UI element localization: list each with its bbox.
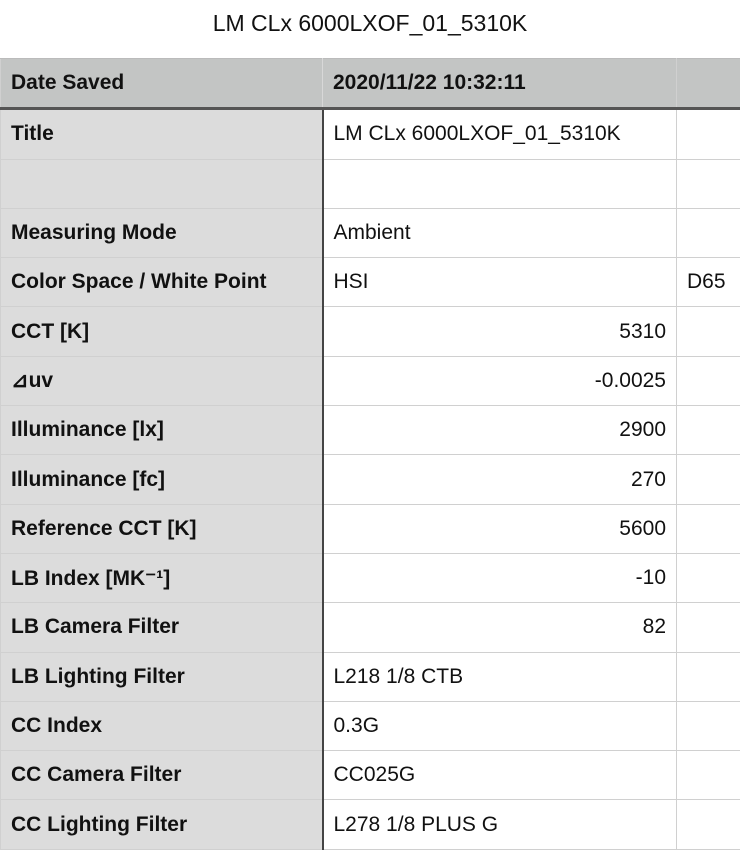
header-label[interactable]: Date Saved	[1, 59, 323, 109]
row-label[interactable]	[1, 159, 323, 208]
row-extra[interactable]	[677, 701, 740, 750]
row-value[interactable]: LM CLx 6000LXOF_01_5310K	[323, 109, 677, 159]
row-value[interactable]: HSI	[323, 258, 677, 307]
row-label[interactable]: LB Index [MK⁻¹]	[1, 553, 323, 602]
sheet-title: LM CLx 6000LXOF_01_5310K	[0, 0, 740, 48]
row-value[interactable]: L218 1/8 CTB	[323, 652, 677, 701]
row-label[interactable]: Measuring Mode	[1, 208, 323, 257]
row-label[interactable]: Title	[1, 109, 323, 159]
row-label[interactable]: Illuminance [fc]	[1, 455, 323, 504]
row-extra[interactable]	[677, 504, 740, 553]
row-extra[interactable]	[677, 800, 740, 849]
table-row: Illuminance [fc]270	[1, 455, 740, 504]
row-value[interactable]: Ambient	[323, 208, 677, 257]
row-extra[interactable]	[677, 208, 740, 257]
row-label[interactable]: LB Lighting Filter	[1, 652, 323, 701]
row-value[interactable]: -10	[323, 553, 677, 602]
row-extra[interactable]	[677, 159, 740, 208]
row-value[interactable]	[323, 159, 677, 208]
row-label[interactable]: LB Camera Filter	[1, 603, 323, 652]
row-extra[interactable]	[677, 455, 740, 504]
row-value[interactable]: -0.0025	[323, 356, 677, 405]
table-row: Illuminance [lx]2900	[1, 406, 740, 455]
table-row: Reference CCT [K]5600	[1, 504, 740, 553]
row-value[interactable]: 5310	[323, 307, 677, 356]
row-label[interactable]: CC Lighting Filter	[1, 800, 323, 849]
table-row: LB Index [MK⁻¹]-10	[1, 553, 740, 602]
row-label[interactable]: CC Index	[1, 701, 323, 750]
row-extra[interactable]	[677, 406, 740, 455]
header-row: Date Saved 2020/11/22 10:32:11	[1, 59, 740, 109]
row-label[interactable]: ⊿uv	[1, 356, 323, 405]
table-row: ⊿uv-0.0025	[1, 356, 740, 405]
row-extra[interactable]	[677, 307, 740, 356]
header-extra[interactable]	[677, 59, 740, 109]
row-label[interactable]: CC Camera Filter	[1, 751, 323, 800]
row-value[interactable]: 2900	[323, 406, 677, 455]
row-label[interactable]: Color Space / White Point	[1, 258, 323, 307]
row-label[interactable]: Reference CCT [K]	[1, 504, 323, 553]
row-value[interactable]: CC025G	[323, 751, 677, 800]
row-label[interactable]: CCT [K]	[1, 307, 323, 356]
row-label[interactable]: Illuminance [lx]	[1, 406, 323, 455]
header-value[interactable]: 2020/11/22 10:32:11	[323, 59, 677, 109]
row-extra[interactable]	[677, 356, 740, 405]
row-extra[interactable]: D65	[677, 258, 740, 307]
row-value[interactable]: 0.3G	[323, 701, 677, 750]
row-value[interactable]: 82	[323, 603, 677, 652]
row-value[interactable]: 5600	[323, 504, 677, 553]
row-extra[interactable]	[677, 109, 740, 159]
row-extra[interactable]	[677, 751, 740, 800]
row-value[interactable]: L278 1/8 PLUS G	[323, 800, 677, 849]
row-extra[interactable]	[677, 603, 740, 652]
row-extra[interactable]	[677, 652, 740, 701]
table-row	[1, 159, 740, 208]
row-value[interactable]: 270	[323, 455, 677, 504]
row-extra[interactable]	[677, 553, 740, 602]
table-row: CCT [K]5310	[1, 307, 740, 356]
